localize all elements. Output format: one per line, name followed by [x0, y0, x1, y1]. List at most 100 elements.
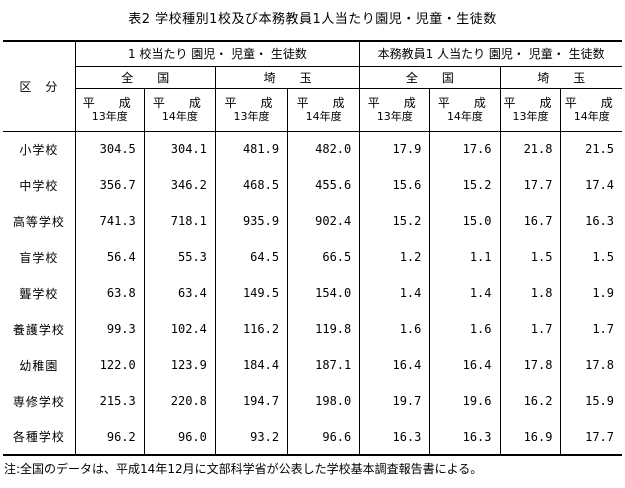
header-year13: 13年度 — [376, 109, 413, 123]
table-cell: 718.1 — [143, 203, 216, 239]
table-cell: 220.8 — [143, 383, 216, 419]
table-cell: 194.7 — [214, 383, 288, 419]
header-year-cell: 平 成 14年度 — [143, 88, 216, 132]
table-cell: 184.4 — [214, 347, 288, 383]
header-era: 平 成 — [296, 95, 351, 110]
table-cell: 149.5 — [214, 275, 288, 311]
table-row: 各種学校 96.2 96.0 93.2 96.6 16.3 16.3 16.9 17.7 — [3, 419, 622, 455]
table-cell: 468.5 — [214, 167, 288, 203]
table-cell: 16.2 — [499, 383, 561, 419]
table-cell: 215.3 — [74, 383, 145, 419]
table-cell: 741.3 — [74, 203, 145, 239]
table-row: 幼稚園 122.0 123.9 184.4 187.1 16.4 16.4 17.8 17.8 — [3, 347, 622, 383]
table-cell: 17.4 — [560, 167, 622, 203]
table-cell: 17.7 — [499, 167, 561, 203]
table-cell: 17.8 — [560, 347, 622, 383]
table-cell: 64.5 — [214, 239, 288, 275]
table-cell: 119.8 — [287, 311, 360, 347]
table-cell: 16.9 — [499, 419, 561, 455]
table-cell: 1.4 — [429, 275, 500, 311]
footnote: 注:全国のデータは、平成14年12月に文部科学省が公表した学校基本調査報告書によ… — [4, 462, 483, 476]
table-cell: 16.3 — [359, 419, 430, 455]
header-era: 平 成 — [564, 95, 619, 110]
header-era: 平 成 — [437, 95, 492, 110]
header-era: 平 成 — [224, 95, 279, 110]
table-cell: 482.0 — [287, 131, 360, 167]
header-era: 平 成 — [82, 95, 137, 110]
table-row: 小学校 304.5 304.1 481.9 482.0 17.9 17.6 21.8 21.5 — [3, 131, 622, 167]
table-cell: 16.3 — [560, 203, 622, 239]
table-cell: 1.4 — [359, 275, 430, 311]
table-cell: 99.3 — [74, 311, 145, 347]
table-cell: 19.6 — [429, 383, 500, 419]
table-cell: 116.2 — [214, 311, 288, 347]
header-group-per-school: 1 校当たり 園児・ 児童・ 生徒数 — [74, 41, 360, 67]
row-label: 各種学校 — [12, 430, 65, 444]
table-cell: 1.8 — [499, 275, 561, 311]
table-cell: 16.7 — [499, 203, 561, 239]
table-cell: 1.2 — [359, 239, 430, 275]
table-cell: 55.3 — [143, 239, 216, 275]
table-cell: 102.4 — [143, 311, 216, 347]
table-row: 養護学校 99.3 102.4 116.2 119.8 1.6 1.6 1.7 1.7 — [3, 311, 622, 347]
table-cell: 15.2 — [429, 167, 500, 203]
table-cell: 96.0 — [143, 419, 216, 455]
table-cell: 1.5 — [560, 239, 622, 275]
table-row: 高等学校 741.3 718.1 935.9 902.4 15.2 15.0 16.7 16.3 — [3, 203, 622, 239]
table-cell: 56.4 — [74, 239, 145, 275]
header-year-cell: 平 成 14年度 — [287, 88, 360, 132]
table-title: 表2 学校種別1校及び本務教員1人当たり園児・児童・生徒数 — [128, 12, 497, 27]
table-cell: 15.2 — [359, 203, 430, 239]
table-cell: 96.2 — [74, 419, 145, 455]
header-year14: 14年度 — [305, 109, 342, 123]
table-cell: 935.9 — [214, 203, 288, 239]
header-saitama-1: 埼 玉 — [214, 66, 360, 89]
table-cell: 16.3 — [429, 419, 500, 455]
header-year-cell: 平 成 13年度 — [499, 88, 561, 132]
row-label: 盲学校 — [19, 250, 59, 265]
row-label: 専修学校 — [12, 394, 65, 409]
table-cell: 15.9 — [560, 383, 622, 419]
table-cell: 346.2 — [143, 167, 216, 203]
header-year-cell: 平 成 13年度 — [214, 88, 288, 132]
table-cell: 19.7 — [359, 383, 430, 419]
table-cell: 1.1 — [429, 239, 500, 275]
table-cell: 1.7 — [499, 311, 561, 347]
table-cell: 17.8 — [499, 347, 561, 383]
table-cell: 304.5 — [74, 131, 145, 167]
table-cell: 304.1 — [143, 131, 216, 167]
header-group-per-teacher: 本務教員1 人当たり 園児・ 児童・ 生徒数 — [359, 41, 622, 67]
header-national-2: 全 国 — [359, 66, 500, 89]
header-year-cell: 平 成 14年度 — [560, 88, 622, 132]
table-cell: 17.6 — [429, 131, 500, 167]
table-row: 盲学校 56.4 55.3 64.5 66.5 1.2 1.1 1.5 1.5 — [3, 239, 622, 275]
header-era: 平 成 — [152, 95, 207, 110]
header-year14: 14年度 — [446, 109, 483, 123]
table-cell: 17.9 — [359, 131, 430, 167]
header-year-cell: 平 成 14年度 — [429, 88, 500, 132]
statistics-table: 区 分 1 校当たり 園児・ 児童・ 生徒数 本務教員1 人当たり 園児・ 児童… — [3, 40, 622, 456]
header-year14: 14年度 — [161, 109, 198, 123]
table-cell: 63.4 — [143, 275, 216, 311]
table-cell: 1.9 — [560, 275, 622, 311]
table-cell: 1.7 — [560, 311, 622, 347]
table-cell: 198.0 — [287, 383, 360, 419]
row-label: 小学校 — [19, 142, 59, 157]
header-year13: 13年度 — [512, 109, 549, 123]
table-row: 中学校 356.7 346.2 468.5 455.6 15.6 15.2 17.7 17.4 — [3, 167, 622, 203]
header-year13: 13年度 — [91, 109, 128, 123]
table-cell: 187.1 — [287, 347, 360, 383]
header-saitama-2: 埼 玉 — [499, 66, 622, 89]
table-cell: 63.8 — [74, 275, 145, 311]
table-cell: 902.4 — [287, 203, 360, 239]
table-cell: 1.6 — [359, 311, 430, 347]
table-cell: 16.4 — [429, 347, 500, 383]
table-cell: 122.0 — [74, 347, 145, 383]
table-cell: 16.4 — [359, 347, 430, 383]
table-cell: 356.7 — [74, 167, 145, 203]
header-national-1: 全 国 — [74, 66, 216, 89]
table-cell: 96.6 — [287, 419, 360, 455]
header-era: 平 成 — [367, 95, 422, 110]
row-label: 中学校 — [19, 178, 59, 193]
header-kubun: 区 分 — [3, 41, 76, 132]
